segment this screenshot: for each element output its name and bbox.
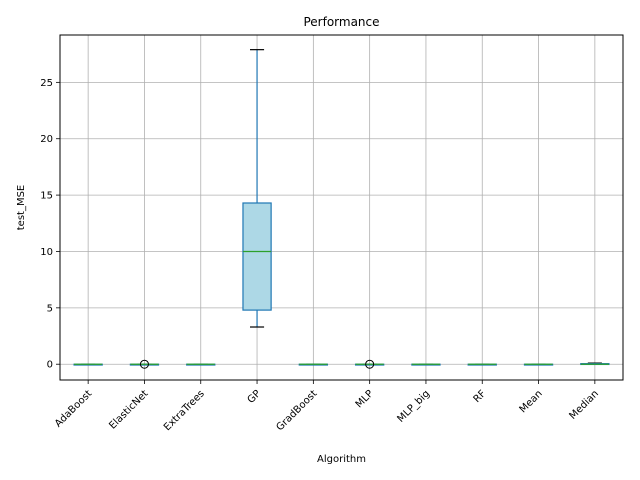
- y-tick-label: 20: [40, 134, 53, 145]
- outlier-point: [365, 359, 375, 369]
- x-axis-ticks: AdaBoost ElasticNet ExtraTrees GP GradBoost M…: [53, 380, 601, 433]
- y-tick-label: 0: [47, 360, 53, 371]
- x-tick-label: AdaBoost: [53, 388, 94, 429]
- x-tick-label: MLP_big: [396, 388, 433, 425]
- grid-lines: [60, 35, 623, 380]
- y-axis-title: test_MSE: [16, 185, 27, 231]
- x-tick-label: Mean: [518, 388, 545, 415]
- box-rf: [467, 363, 497, 366]
- y-tick-label: 5: [47, 303, 53, 314]
- x-axis-title: Algorithm: [317, 454, 366, 465]
- x-tick-label: GradBoost: [275, 388, 320, 433]
- x-tick-label: Median: [567, 388, 600, 421]
- x-tick-label: ElasticNet: [107, 388, 150, 431]
- box-extratrees: [186, 363, 216, 366]
- box-adaboost: [73, 363, 103, 366]
- chart-title: Performance: [303, 15, 379, 29]
- box-series: [73, 49, 610, 369]
- box-mean: [523, 363, 554, 366]
- x-tick-label: RF: [472, 388, 489, 405]
- box-elasticnet: [129, 359, 160, 369]
- y-axis-ticks: 0 5 10 15 20 25: [40, 78, 60, 371]
- outlier-point: [139, 359, 149, 369]
- x-tick-label: ExtraTrees: [162, 388, 207, 433]
- box-body: [242, 202, 272, 311]
- y-tick-label: 25: [40, 78, 53, 89]
- box-gradboost: [298, 363, 329, 366]
- y-tick-label: 10: [40, 247, 53, 258]
- box-mlp-big: [411, 363, 441, 366]
- y-tick-label: 15: [40, 191, 53, 202]
- plot-area-frame: [59, 34, 624, 381]
- x-tick-label: GP: [246, 388, 264, 406]
- box-mlp: [354, 359, 385, 369]
- box-median: [580, 362, 610, 366]
- box-gp: [242, 49, 272, 328]
- x-tick-label: MLP: [354, 388, 376, 410]
